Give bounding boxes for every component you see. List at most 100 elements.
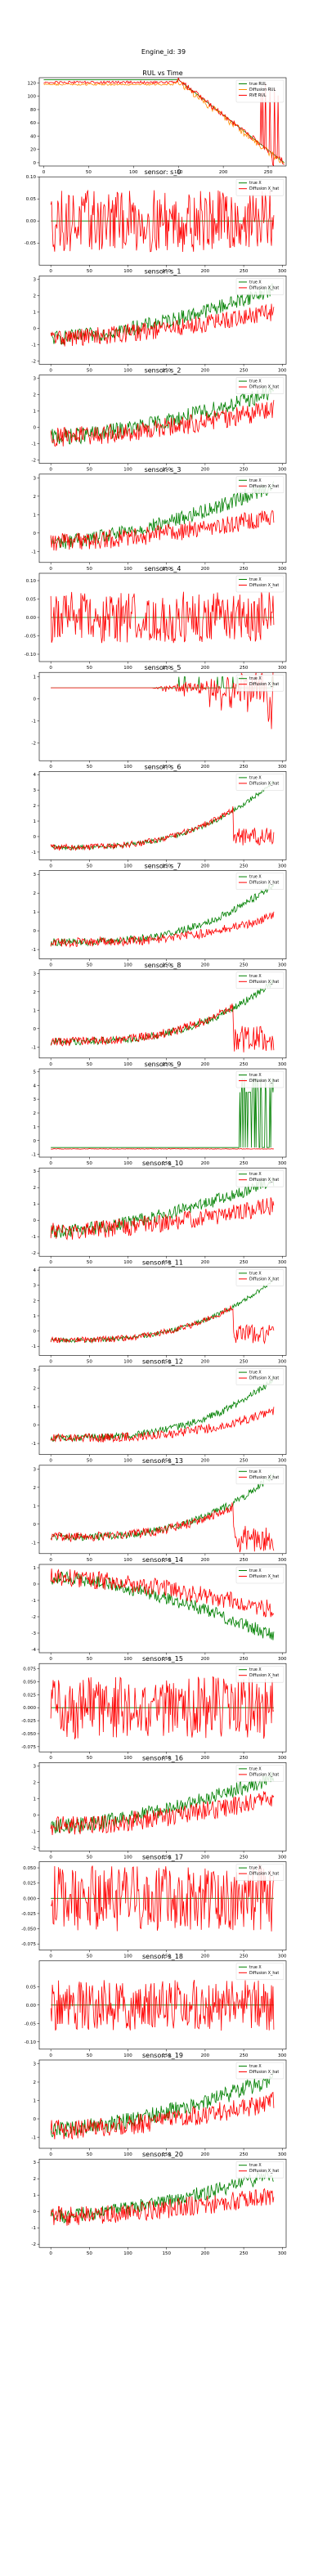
series-line-diffusion-rul — [43, 79, 284, 164]
y-tick-label: 0 — [34, 1813, 37, 1818]
legend-label: true X — [249, 478, 262, 483]
x-tick-label: 200 — [201, 468, 210, 473]
x-tick-label: 200 — [201, 1260, 210, 1265]
legend-label: true X — [249, 2064, 262, 2069]
x-tick-label: 250 — [240, 269, 249, 274]
series-group — [50, 591, 275, 644]
axes-frame — [38, 1267, 287, 1356]
y-tick-label: 0 — [34, 1139, 37, 1144]
x-tick-label: 300 — [278, 1062, 287, 1067]
x-tick-label: 100 — [123, 1558, 132, 1563]
axes-frame — [38, 1366, 287, 1455]
x-tick-label: 300 — [278, 269, 287, 274]
x-tick-label: 300 — [278, 2053, 287, 2058]
legend-label: true X — [249, 1965, 262, 1970]
legend-label: Diffusion X_hat — [249, 682, 279, 687]
panel-s9: sensor: s_9 0 50 100 150 200 250 300 -1 0 1 2 3 4 5 tru… — [32, 1061, 288, 1166]
x-tick-label: 0 — [49, 864, 52, 868]
x-tick-label: 300 — [278, 368, 287, 373]
series-line-diffusion-x-hat — [50, 189, 275, 253]
y-tick-label: 120 — [28, 81, 37, 86]
panel-s11: sensor: s_11 0 50 100 150 200 250 300 -1 0 1 2 3 4 tru… — [32, 1259, 288, 1364]
legend-label: Diffusion X_hat — [249, 980, 279, 985]
x-tick-label: 100 — [123, 1954, 132, 1959]
x-tick-label: 300 — [278, 963, 287, 968]
x-tick-label: 200 — [201, 1558, 210, 1563]
legend-label: true X — [249, 1371, 262, 1376]
series-line-diffusion-x-hat — [50, 911, 275, 949]
x-tick-label: 50 — [86, 170, 92, 175]
x-tick-label: 50 — [87, 1459, 92, 1464]
x-tick-label: 150 — [162, 1558, 171, 1563]
legend-label: true X — [249, 676, 262, 681]
y-tick-label: 0.05 — [26, 197, 37, 202]
x-tick-label: 200 — [201, 1657, 210, 1662]
legend-label: Diffusion X_hat — [249, 385, 279, 390]
series-line-true-x — [50, 2170, 274, 2224]
y-tick-label: 0 — [34, 326, 37, 331]
legend-label: Diffusion X_hat — [249, 1376, 279, 1381]
panel-s2: sensor: s_2 0 50 100 150 200 250 300 -2 -1 0 1 2 3 tru… — [32, 367, 288, 473]
x-tick-label: 0 — [49, 1558, 52, 1563]
y-tick-label: 0 — [34, 698, 37, 702]
x-tick-label: 50 — [87, 1359, 92, 1364]
x-tick-label: 150 — [162, 468, 171, 473]
y-tick-label: 2 — [34, 1387, 37, 1392]
y-tick-label: 2 — [34, 1780, 37, 1785]
x-tick-label: 0 — [49, 1062, 52, 1067]
x-tick-label: 50 — [87, 963, 92, 968]
panel-title: sensor: s_15 — [142, 1655, 183, 1663]
y-tick-label: 4 — [34, 1084, 37, 1088]
y-tick-label: 0 — [34, 426, 37, 431]
x-tick-label: 100 — [123, 864, 132, 868]
x-tick-label: 100 — [123, 666, 132, 671]
x-tick-label: 250 — [240, 1161, 249, 1166]
y-tick-label: 1 — [34, 819, 37, 824]
y-tick-label: 0.000 — [23, 1896, 36, 1901]
y-tick-label: 3 — [34, 788, 37, 793]
x-tick-label: 100 — [123, 1459, 132, 1464]
panel-s8: sensor: s_8 0 50 100 150 200 250 300 -1 0 1 2 3 true … — [32, 962, 288, 1067]
x-tick-label: 150 — [162, 2152, 171, 2157]
x-tick-label: 300 — [278, 2251, 287, 2256]
y-tick-label: 2 — [34, 891, 37, 896]
legend-label: true X — [249, 1073, 262, 1078]
series-line-diffusion-x-hat — [50, 1568, 275, 1618]
panel-title: sensor: s_2 — [145, 367, 181, 375]
y-tick-label: 1 — [34, 1797, 37, 1802]
series-line-diffusion-x-hat — [50, 2188, 275, 2226]
x-tick-label: 0 — [49, 1954, 52, 1959]
y-tick-label: 2 — [34, 393, 37, 398]
panel-s13: sensor: s_13 0 50 100 150 200 250 300 -1 0 1 2 3 true… — [32, 1457, 288, 1563]
series-group — [50, 1473, 275, 1553]
y-tick-label: 0.075 — [23, 1667, 36, 1672]
y-tick-label: 3 — [34, 2062, 37, 2067]
legend-label: true X — [249, 280, 262, 285]
y-tick-label: 0 — [34, 1027, 37, 1032]
y-tick-label: 2 — [34, 990, 37, 995]
x-tick-label: 50 — [87, 1855, 92, 1860]
y-tick-label: 3 — [34, 377, 37, 382]
x-tick-label: 200 — [201, 1954, 210, 1959]
figure-title: Engine_id: 39 — [141, 48, 186, 56]
legend-label: true X — [249, 379, 262, 384]
y-tick-label: -4 — [32, 1648, 37, 1653]
x-tick-label: 50 — [87, 666, 92, 671]
x-tick-label: 300 — [278, 1260, 287, 1265]
x-tick-label: 0 — [49, 567, 52, 572]
panel-title: sensor: s_3 — [145, 466, 181, 473]
y-tick-label: 2 — [34, 294, 37, 298]
y-tick-label: -0.025 — [21, 1719, 36, 1724]
x-tick-label: 100 — [123, 468, 132, 473]
x-tick-label: 250 — [240, 468, 249, 473]
x-tick-label: 200 — [201, 963, 210, 968]
x-tick-label: 250 — [240, 2053, 249, 2058]
y-tick-label: 2 — [34, 1111, 37, 1116]
y-tick-label: 60 — [30, 121, 36, 126]
